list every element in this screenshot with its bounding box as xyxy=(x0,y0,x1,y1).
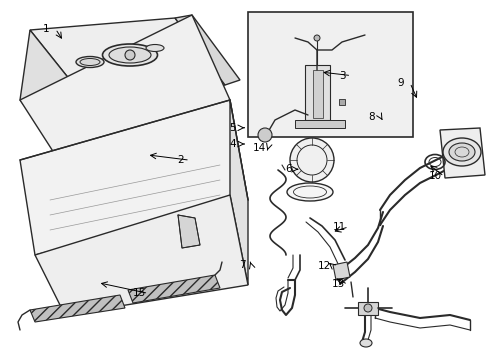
Polygon shape xyxy=(312,70,323,118)
Polygon shape xyxy=(35,195,247,315)
Text: 15: 15 xyxy=(132,288,146,298)
Ellipse shape xyxy=(286,183,332,201)
Ellipse shape xyxy=(448,143,474,161)
Ellipse shape xyxy=(359,339,371,347)
Polygon shape xyxy=(357,302,377,315)
Text: 1: 1 xyxy=(43,24,50,34)
Text: 14: 14 xyxy=(252,143,265,153)
Text: 2: 2 xyxy=(177,155,184,165)
Polygon shape xyxy=(30,18,224,95)
Ellipse shape xyxy=(442,138,480,166)
Ellipse shape xyxy=(109,47,151,63)
Text: 5: 5 xyxy=(228,123,235,133)
Circle shape xyxy=(125,50,135,60)
Text: 3: 3 xyxy=(338,71,345,81)
Polygon shape xyxy=(128,275,220,303)
Circle shape xyxy=(258,128,271,142)
FancyBboxPatch shape xyxy=(247,12,412,137)
Polygon shape xyxy=(30,295,125,322)
Polygon shape xyxy=(305,65,329,120)
Polygon shape xyxy=(332,262,349,280)
Text: 12: 12 xyxy=(317,261,330,271)
Text: 13: 13 xyxy=(331,279,345,289)
Ellipse shape xyxy=(80,58,100,66)
Text: 4: 4 xyxy=(228,139,235,149)
Text: 6: 6 xyxy=(285,164,291,174)
Ellipse shape xyxy=(146,45,163,51)
Text: 10: 10 xyxy=(428,171,441,181)
Circle shape xyxy=(289,138,333,182)
Polygon shape xyxy=(20,30,82,160)
Polygon shape xyxy=(20,100,247,255)
Ellipse shape xyxy=(76,57,104,68)
Polygon shape xyxy=(20,15,229,170)
Polygon shape xyxy=(294,120,345,128)
Polygon shape xyxy=(229,100,247,285)
Circle shape xyxy=(363,304,371,312)
Polygon shape xyxy=(178,215,200,248)
Text: 8: 8 xyxy=(367,112,374,122)
Polygon shape xyxy=(439,128,484,178)
Text: 9: 9 xyxy=(397,78,404,88)
Ellipse shape xyxy=(102,44,157,66)
Text: 7: 7 xyxy=(238,260,245,270)
Polygon shape xyxy=(175,15,240,85)
Circle shape xyxy=(313,35,319,41)
Text: 11: 11 xyxy=(332,222,346,232)
